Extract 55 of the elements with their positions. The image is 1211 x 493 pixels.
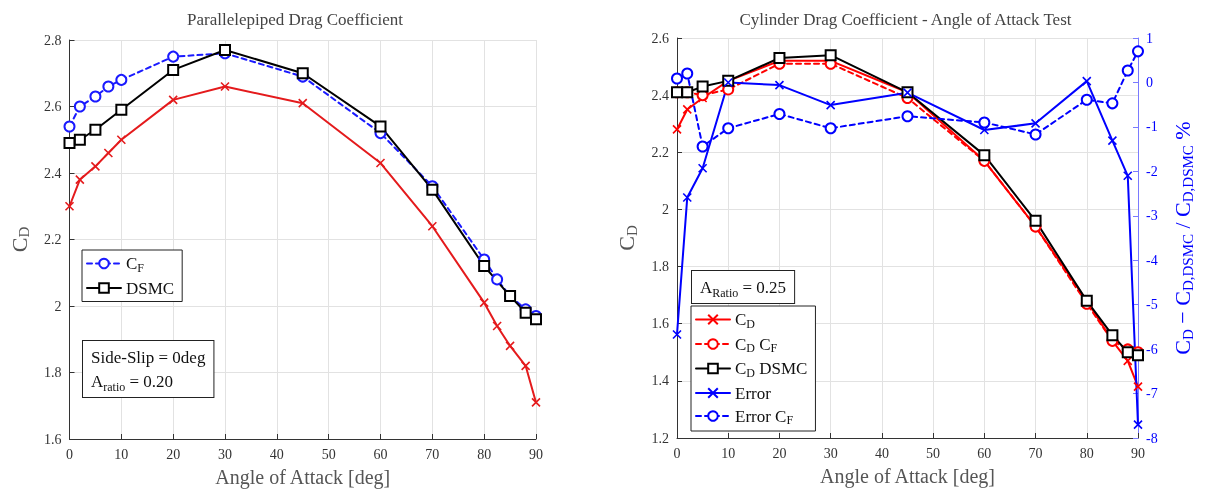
x-tick-label: 30	[823, 445, 838, 461]
y-axis-title: CD	[6, 226, 32, 253]
x-tick-label: 60	[977, 445, 992, 461]
annotation: Side-Slip = 0deg	[91, 347, 206, 367]
x-tick-label: 70	[1028, 445, 1043, 461]
x-tick-label: 60	[373, 446, 388, 462]
chart-title: Cylinder Drag Coefficient - Angle of Attack Test	[739, 10, 1072, 29]
y-tick-label: 1.2	[651, 430, 669, 446]
y-tick-label: 1.8	[44, 365, 62, 380]
x-axis-title: Angle of Attack [deg]	[820, 465, 995, 488]
legend-label: Error	[735, 383, 772, 403]
y2-tick-label: -3	[1146, 208, 1158, 224]
x-tick-label: 40	[269, 446, 284, 462]
x-tick-label: 90	[529, 446, 543, 462]
y2-tick-label: 0	[1146, 74, 1153, 90]
y-tick-label: 2	[662, 201, 669, 217]
x-tick-label: 70	[425, 446, 440, 462]
y-tick-label: 1.8	[651, 259, 669, 275]
x-tick-label: 90	[1131, 445, 1145, 461]
x-tick-label: 50	[321, 446, 336, 462]
y-tick-label: 2.2	[651, 144, 669, 160]
x-tick-label: 20	[772, 445, 787, 461]
y-axis-title: CD	[614, 225, 640, 251]
x-tick-label: 0	[673, 445, 681, 461]
y-tick-label: 2	[54, 298, 62, 314]
x-tick-label: 80	[1079, 445, 1094, 461]
y-tick-label: 2.8	[44, 32, 62, 48]
y-tick-label: 2.2	[44, 232, 62, 247]
x-tick-label: 20	[166, 446, 181, 462]
x-tick-label: 50	[926, 445, 941, 461]
x-tick-label: 80	[477, 446, 492, 462]
x-tick-label: 30	[218, 446, 232, 462]
y2-tick-label: -7	[1146, 386, 1158, 402]
y-tick-label: 1.6	[651, 316, 669, 332]
chart-title: Parallelepiped Drag Coefficient	[187, 10, 404, 29]
y2-tick-label: -5	[1146, 297, 1158, 313]
x-tick-label: 40	[874, 445, 889, 461]
legend-label: DSMC	[126, 278, 175, 298]
x-tick-label: 10	[114, 446, 129, 462]
y-tick-label: 2.4	[44, 165, 62, 181]
x-tick-label: 10	[721, 445, 736, 461]
x-tick-label: 0	[66, 446, 73, 462]
y2-tick-label: -8	[1146, 430, 1158, 446]
y2-axis-title: CD − CD,DSMC / CD,DSMC %	[1170, 121, 1196, 355]
y-tick-label: 2.4	[651, 87, 669, 103]
y-tick-label: 1.6	[44, 431, 62, 447]
y2-tick-label: -2	[1146, 163, 1158, 179]
y2-tick-label: -6	[1146, 341, 1158, 357]
y2-tick-label: 1	[1146, 30, 1153, 46]
x-axis-title: Angle of Attack [deg]	[215, 466, 391, 489]
y-tick-label: 1.4	[651, 373, 669, 389]
y-tick-label: 2.6	[651, 30, 669, 46]
y2-tick-label: -4	[1146, 252, 1158, 268]
y-tick-label: 2.6	[44, 99, 62, 114]
y2-tick-label: -1	[1146, 119, 1158, 135]
